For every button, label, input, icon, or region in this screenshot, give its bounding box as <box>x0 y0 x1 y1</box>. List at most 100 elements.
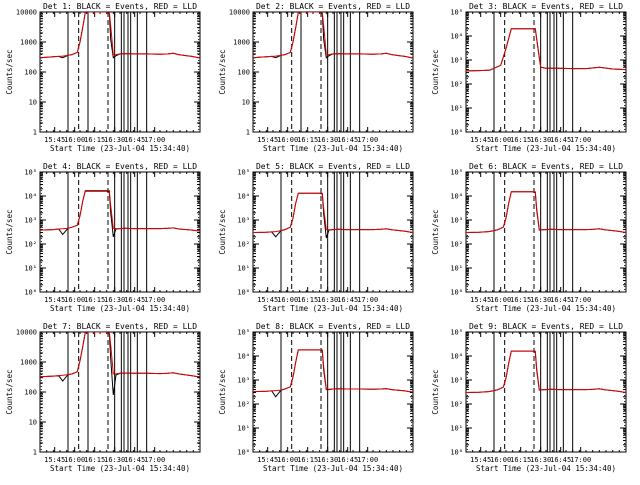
y-tick-label: 10³ <box>450 217 463 225</box>
panel-det-4: Det 4: BLACK = Events, RED = LLD 10⁰ 10¹ 10… <box>5 162 201 313</box>
x-tick-label: 16:45 <box>337 456 358 464</box>
y-tick-label: 10⁴ <box>450 193 463 201</box>
x-tick-label: 15:45 <box>44 296 65 304</box>
x-tick-label: 17:00 <box>357 456 378 464</box>
x-tick-label: 16:15 <box>84 456 105 464</box>
y-tick-label: 10 <box>242 99 250 107</box>
y-tick-label: 10⁴ <box>237 353 250 361</box>
y-axis-label: Counts/sec <box>5 369 14 414</box>
x-tick-label: 15:45 <box>257 136 278 144</box>
y-tick-label: 1 <box>33 449 37 457</box>
x-tick-label: 17:00 <box>144 456 165 464</box>
plot-frame <box>252 331 414 453</box>
y-tick-label: 10¹ <box>24 265 37 273</box>
x-tick-label: 16:00 <box>490 296 511 304</box>
events-series-line <box>40 332 200 395</box>
series-group <box>466 350 626 393</box>
x-tick-label: 16:15 <box>297 456 318 464</box>
plot-frame <box>39 11 201 133</box>
y-axis-label: Counts/sec <box>5 49 14 94</box>
y-tick-label: 10⁴ <box>450 353 463 361</box>
x-tick-label: 17:00 <box>357 136 378 144</box>
y-tick-label: 10³ <box>450 57 463 65</box>
plot-frame <box>252 11 414 133</box>
y-tick-label: 1000 <box>233 39 250 47</box>
panel-det-1: Det 1: BLACK = Events, RED = LLD 1 10 100 10… <box>5 2 201 153</box>
series-group <box>40 190 200 237</box>
x-tick-label: 17:00 <box>570 136 591 144</box>
events-series-line <box>40 12 200 59</box>
x-tick-label: 16:15 <box>510 296 531 304</box>
y-tick-label: 10⁰ <box>450 289 463 297</box>
panel-title: Det 1: BLACK = Events, RED = LLD <box>43 2 197 11</box>
x-tick-label: 16:30 <box>530 456 551 464</box>
x-axis-label: Start Time (23-Jul-04 15:34:40) <box>263 304 403 313</box>
x-tick-label: 15:45 <box>257 456 278 464</box>
lld-series-line <box>466 28 626 72</box>
panel-det-2: Det 2: BLACK = Events, RED = LLD 1 10 100 10… <box>218 2 414 153</box>
y-axis-label: Counts/sec <box>431 369 440 414</box>
x-tick-label: 16:15 <box>510 136 531 144</box>
x-tick-label: 16:45 <box>337 136 358 144</box>
x-tick-label: 17:00 <box>144 296 165 304</box>
y-tick-label: 100 <box>237 69 250 77</box>
y-axis-label: Counts/sec <box>431 209 440 254</box>
y-tick-label: 1000 <box>20 359 37 367</box>
x-tick-label: 16:15 <box>297 296 318 304</box>
y-tick-label: 10000 <box>16 9 37 17</box>
x-tick-label: 16:30 <box>104 456 125 464</box>
x-axis-label: Start Time (23-Jul-04 15:34:40) <box>50 304 190 313</box>
series-group <box>466 28 626 72</box>
x-tick-label: 16:15 <box>84 136 105 144</box>
panel-title: Det 9: BLACK = Events, RED = LLD <box>469 322 623 331</box>
y-tick-label: 1000 <box>20 39 37 47</box>
y-tick-label: 10³ <box>450 377 463 385</box>
panel-title: Det 4: BLACK = Events, RED = LLD <box>43 162 197 171</box>
events-series-line <box>253 349 413 398</box>
x-tick-label: 15:45 <box>470 456 491 464</box>
y-tick-label: 10³ <box>24 217 37 225</box>
lld-series-line <box>40 190 200 232</box>
x-tick-label: 15:45 <box>470 296 491 304</box>
x-tick-label: 16:15 <box>297 136 318 144</box>
y-tick-label: 10⁵ <box>450 169 463 177</box>
y-tick-label: 10000 <box>229 9 250 17</box>
x-axis-label: Start Time (23-Jul-04 15:34:40) <box>476 464 616 473</box>
series-group <box>40 12 200 59</box>
x-axis-label: Start Time (23-Jul-04 15:34:40) <box>263 464 403 473</box>
x-tick-label: 16:45 <box>124 296 145 304</box>
x-axis-label: Start Time (23-Jul-04 15:34:40) <box>50 144 190 153</box>
plot-frame <box>465 331 627 453</box>
x-tick-label: 16:30 <box>530 136 551 144</box>
panel-title: Det 3: BLACK = Events, RED = LLD <box>469 2 623 11</box>
x-tick-label: 16:45 <box>550 136 571 144</box>
x-tick-label: 15:45 <box>44 456 65 464</box>
x-tick-label: 16:30 <box>317 136 338 144</box>
y-tick-label: 10³ <box>237 217 250 225</box>
y-tick-label: 10⁵ <box>237 329 250 337</box>
events-series-line <box>40 190 200 237</box>
x-tick-label: 16:30 <box>530 296 551 304</box>
y-axis-label: Counts/sec <box>218 209 227 254</box>
panel-det-3: Det 3: BLACK = Events, RED = LLD 10⁰ 10¹ 10… <box>431 2 627 153</box>
y-tick-label: 10⁴ <box>450 33 463 41</box>
lld-series-line <box>253 12 413 59</box>
y-tick-label: 10 <box>29 99 37 107</box>
series-group <box>253 192 413 239</box>
panel-det-8: Det 8: BLACK = Events, RED = LLD 10⁰ 10¹ 10… <box>218 322 414 473</box>
y-tick-label: 10¹ <box>450 265 463 273</box>
y-axis-label: Counts/sec <box>218 369 227 414</box>
x-tick-label: 16:00 <box>64 296 85 304</box>
x-tick-label: 16:30 <box>104 296 125 304</box>
y-tick-label: 10⁰ <box>237 289 250 297</box>
y-tick-label: 10² <box>450 401 463 409</box>
x-tick-label: 16:45 <box>124 136 145 144</box>
x-tick-label: 16:15 <box>84 296 105 304</box>
events-series-line <box>466 191 626 233</box>
plot-frame <box>465 171 627 293</box>
plot-frame <box>252 171 414 293</box>
y-tick-label: 1 <box>246 129 250 137</box>
y-tick-label: 10² <box>450 81 463 89</box>
